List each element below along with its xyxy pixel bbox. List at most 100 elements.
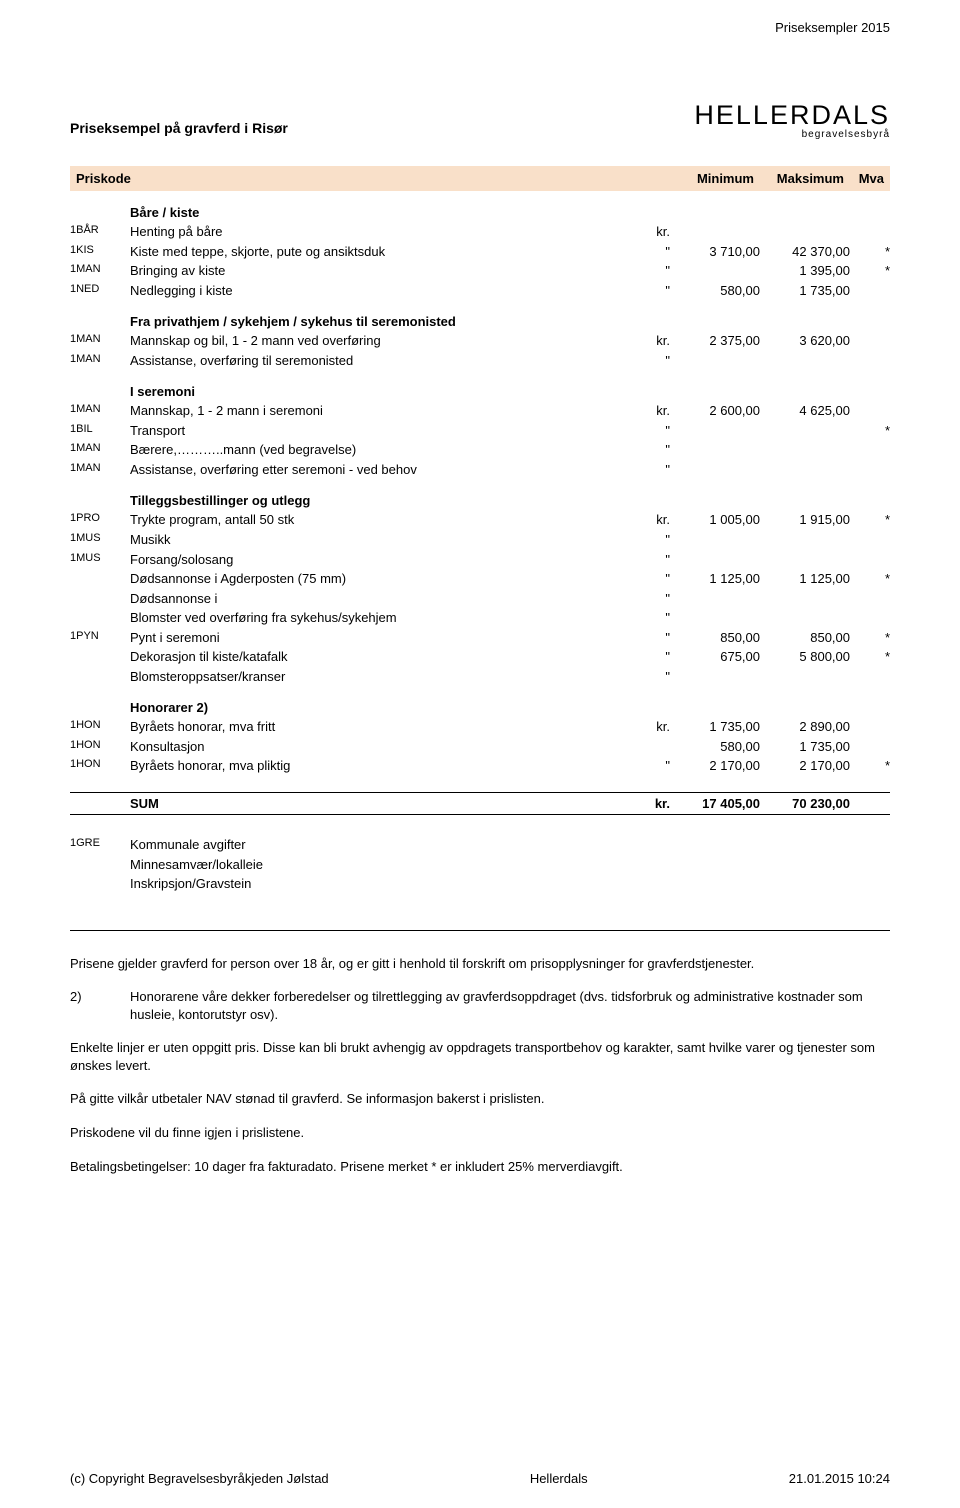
cell-desc: Assistanse, overføring til seremonisted bbox=[130, 352, 630, 370]
cell-max bbox=[760, 422, 850, 440]
price-table-body: Båre / kiste1BÅRHenting på bårekr.1KISKi… bbox=[70, 205, 890, 776]
cell-mva: * bbox=[850, 262, 890, 280]
cell-unit: " bbox=[630, 352, 670, 370]
cell-code: 1MAN bbox=[70, 332, 130, 350]
table-row: 1MUSForsang/solosang" bbox=[70, 550, 890, 570]
table-row: Dødsannonse i Agderposten (75 mm)"1 125,… bbox=[70, 569, 890, 589]
cell-desc: Assistanse, overføring etter seremoni - … bbox=[130, 461, 630, 479]
logo-text: HELLERDALS bbox=[694, 100, 890, 131]
table-row: 1GREKommunale avgifter bbox=[70, 835, 890, 855]
cell-unit: " bbox=[630, 531, 670, 549]
cell-desc: Konsultasjon bbox=[130, 738, 630, 756]
cell-code: 1BIL bbox=[70, 422, 130, 440]
table-row: Dekorasjon til kiste/katafalk"675,005 80… bbox=[70, 647, 890, 667]
cell-unit: " bbox=[630, 590, 670, 608]
cell-mva bbox=[850, 718, 890, 736]
cell-mva bbox=[850, 402, 890, 420]
cell-max bbox=[760, 609, 850, 627]
cell-max: 1 735,00 bbox=[760, 282, 850, 300]
cell-desc: Transport bbox=[130, 422, 630, 440]
after-sum: 1GREKommunale avgifterMinnesamvær/lokall… bbox=[70, 835, 890, 894]
logo: HELLERDALS begravelsesbyrå bbox=[694, 100, 890, 140]
cell-unit: " bbox=[630, 629, 670, 647]
cell-mva bbox=[850, 282, 890, 300]
cell-unit: " bbox=[630, 551, 670, 569]
table-row: 1PYNPynt i seremoni"850,00850,00* bbox=[70, 628, 890, 648]
cell-code bbox=[70, 609, 130, 627]
note-p6: Betalingsbetingelser: 10 dager fra faktu… bbox=[70, 1158, 890, 1176]
cell-unit: kr. bbox=[630, 402, 670, 420]
cell-desc: Bærere,………..mann (ved begravelse) bbox=[130, 441, 630, 459]
table-row: 1MUSMusikk" bbox=[70, 530, 890, 550]
cell-desc: Dødsannonse i Agderposten (75 mm) bbox=[130, 570, 630, 588]
cell-min: 3 710,00 bbox=[670, 243, 760, 261]
cell-unit: " bbox=[630, 441, 670, 459]
footer-center: Hellerdals bbox=[530, 1471, 588, 1486]
table-row: Inskripsjon/Gravstein bbox=[70, 874, 890, 894]
cell-code bbox=[70, 856, 130, 874]
cell-min: 1 735,00 bbox=[670, 718, 760, 736]
cell-unit: " bbox=[630, 282, 670, 300]
footer: (c) Copyright Begravelsesbyråkjeden Jøls… bbox=[70, 1471, 890, 1486]
sum-max: 70 230,00 bbox=[760, 796, 850, 811]
cell-max bbox=[760, 551, 850, 569]
cell-max: 4 625,00 bbox=[760, 402, 850, 420]
table-row: Minnesamvær/lokalleie bbox=[70, 855, 890, 875]
cell-min bbox=[670, 590, 760, 608]
cell-max: 1 735,00 bbox=[760, 738, 850, 756]
cell-mva: * bbox=[850, 511, 890, 529]
sum-unit: kr. bbox=[630, 796, 670, 811]
cell-unit: " bbox=[630, 668, 670, 686]
header-year: Priseksempler 2015 bbox=[775, 20, 890, 35]
cell-code: 1MUS bbox=[70, 531, 130, 549]
section-title: Båre / kiste bbox=[130, 205, 890, 220]
footer-right: 21.01.2015 10:24 bbox=[789, 1471, 890, 1486]
cell-max bbox=[760, 531, 850, 549]
cell-desc: Kommunale avgifter bbox=[130, 836, 630, 854]
col-desc bbox=[136, 171, 664, 186]
sum-label: SUM bbox=[130, 796, 630, 811]
note-p4: På gitte vilkår utbetaler NAV stønad til… bbox=[70, 1090, 890, 1108]
cell-mva bbox=[850, 668, 890, 686]
sum-block: SUM kr. 17 405,00 70 230,00 bbox=[70, 792, 890, 815]
cell-mva bbox=[850, 738, 890, 756]
cell-min: 1 125,00 bbox=[670, 570, 760, 588]
note-p2-num: 2) bbox=[70, 988, 130, 1023]
cell-min bbox=[670, 262, 760, 280]
note-p1: Prisene gjelder gravferd for person over… bbox=[70, 955, 890, 973]
table-row: 1NEDNedlegging i kiste"580,001 735,00 bbox=[70, 281, 890, 301]
cell-code bbox=[70, 570, 130, 588]
cell-min bbox=[670, 352, 760, 370]
col-min: Minimum bbox=[664, 171, 754, 186]
page: Priseksempler 2015 Priseksempel på gravf… bbox=[0, 0, 960, 1221]
cell-desc: Henting på båre bbox=[130, 223, 630, 241]
note-p3: Enkelte linjer er uten oppgitt pris. Dis… bbox=[70, 1039, 890, 1074]
cell-mva bbox=[850, 461, 890, 479]
cell-min: 1 005,00 bbox=[670, 511, 760, 529]
cell-code: 1PYN bbox=[70, 629, 130, 647]
cell-unit: kr. bbox=[630, 511, 670, 529]
cell-code: 1MAN bbox=[70, 352, 130, 370]
cell-code: 1GRE bbox=[70, 836, 130, 854]
cell-code: 1NED bbox=[70, 282, 130, 300]
table-row: 1MANMannskap, 1 - 2 mann i seremonikr.2 … bbox=[70, 401, 890, 421]
cell-max bbox=[760, 461, 850, 479]
cell-min bbox=[670, 551, 760, 569]
table-row: 1PROTrykte program, antall 50 stkkr.1 00… bbox=[70, 510, 890, 530]
cell-max bbox=[760, 352, 850, 370]
cell-min: 675,00 bbox=[670, 648, 760, 666]
cell-max bbox=[760, 668, 850, 686]
table-row: 1KISKiste med teppe, skjorte, pute og an… bbox=[70, 242, 890, 262]
cell-unit: kr. bbox=[630, 223, 670, 241]
cell-code bbox=[70, 590, 130, 608]
cell-mva: * bbox=[850, 243, 890, 261]
cell-desc: Inskripsjon/Gravstein bbox=[130, 875, 630, 893]
cell-max: 1 395,00 bbox=[760, 262, 850, 280]
cell-code: 1PRO bbox=[70, 511, 130, 529]
cell-code: 1MAN bbox=[70, 402, 130, 420]
divider bbox=[70, 930, 890, 931]
cell-unit: kr. bbox=[630, 332, 670, 350]
cell-min: 850,00 bbox=[670, 629, 760, 647]
cell-min bbox=[670, 461, 760, 479]
sum-row: SUM kr. 17 405,00 70 230,00 bbox=[70, 796, 890, 811]
